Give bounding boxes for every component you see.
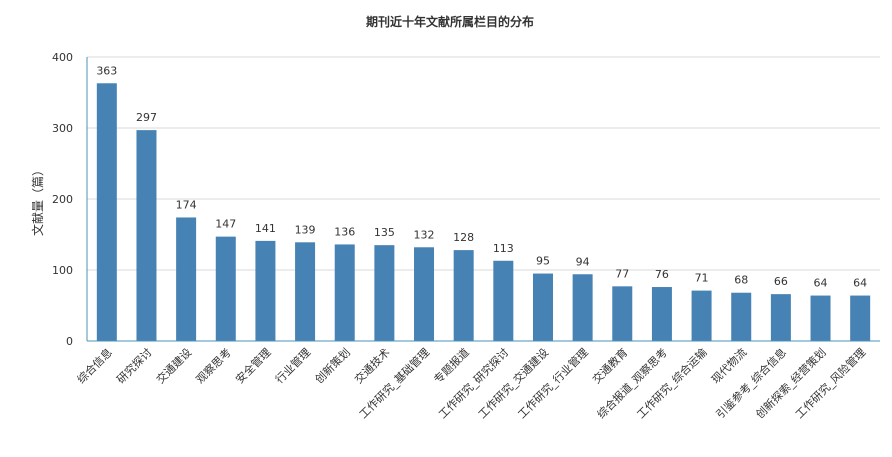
data-label: 71 [695,272,709,285]
data-label: 135 [374,226,395,239]
y-tick-label: 400 [52,51,73,64]
data-label: 64 [814,277,828,290]
data-labels: 363 297 174 147 141 139 136 135 132 128 113 95 94 77 7… [96,64,867,289]
x-tick-label: 工作研究_交通建设 [475,345,551,421]
data-label: 174 [176,198,197,211]
x-tick-label: 安全管理 [233,345,274,386]
data-label: 128 [453,231,474,244]
bar [691,290,712,341]
x-tick-label: 工作研究_综合运输 [634,345,710,421]
x-tick-label: 研究探讨 [114,345,155,386]
bar [572,274,593,341]
y-tick-label: 0 [66,335,73,348]
bar [374,245,395,341]
bars [96,83,871,342]
data-label: 77 [615,267,629,280]
bar [731,292,752,341]
data-label: 147 [215,218,236,231]
bar [215,236,236,341]
bar [532,273,553,341]
data-label: 68 [734,274,748,287]
bar [651,287,672,341]
data-label: 76 [655,268,669,281]
x-tick-label: 交通教育 [589,345,630,386]
data-label: 94 [576,255,590,268]
x-tick-label: 工作研究_行业管理 [515,345,591,421]
x-tick-label: 观察思考 [193,345,234,386]
bar [612,286,633,341]
bar [850,295,871,341]
x-tick-label: 专题报道 [431,345,472,386]
data-label: 141 [255,222,276,235]
y-tick-label: 300 [52,122,73,135]
x-tick-label: 交通建设 [153,345,194,386]
x-tick-label: 交通技术 [351,345,392,386]
x-tick-label: 创新策划 [312,345,353,386]
data-label: 363 [96,64,117,77]
bar [810,295,831,341]
bar [493,260,514,341]
bar [255,240,276,341]
data-label: 66 [774,275,788,288]
y-tick-label: 200 [52,193,73,206]
bar [770,294,791,341]
x-tick-label: 行业管理 [272,345,313,386]
y-tick-label: 100 [52,264,73,277]
x-tick-label: 工作研究_基础管理 [356,345,432,421]
x-tick-label: 现代物流 [708,345,749,386]
data-label: 132 [414,228,435,241]
bar [334,244,355,341]
x-tick-label: 创新探索_经营策划 [753,345,829,421]
y-axis-ticks: 0 100 200 300 400 [52,51,73,348]
gridlines [87,56,880,271]
data-label: 64 [853,277,867,290]
data-label: 113 [493,242,514,255]
bar [176,217,197,341]
data-label: 139 [295,223,316,236]
bar [96,83,117,342]
x-tick-label: 引鉴参考_综合信息 [713,345,789,421]
x-axis-ticks: 综合信息 研究探讨 交通建设 观察思考 安全管理 行业管理 创新策划 交通技术工作研究_基础管… [74,345,868,421]
x-tick-label: 工作研究_研究探讨 [435,345,511,421]
bar [295,242,316,341]
bar [136,130,157,341]
x-tick-label: 工作研究_风险管理 [792,345,868,421]
chart-title: 期刊近十年文献所属栏目的分布 [366,14,534,29]
x-tick-label: 综合信息 [74,345,115,386]
y-axis-label: 文献量（篇） [30,164,45,236]
bar [453,250,474,341]
data-label: 136 [334,225,355,238]
data-label: 297 [136,111,157,124]
bar [414,247,435,341]
x-tick-label: 综合报道_观察思考 [594,345,670,421]
data-label: 95 [536,255,550,268]
